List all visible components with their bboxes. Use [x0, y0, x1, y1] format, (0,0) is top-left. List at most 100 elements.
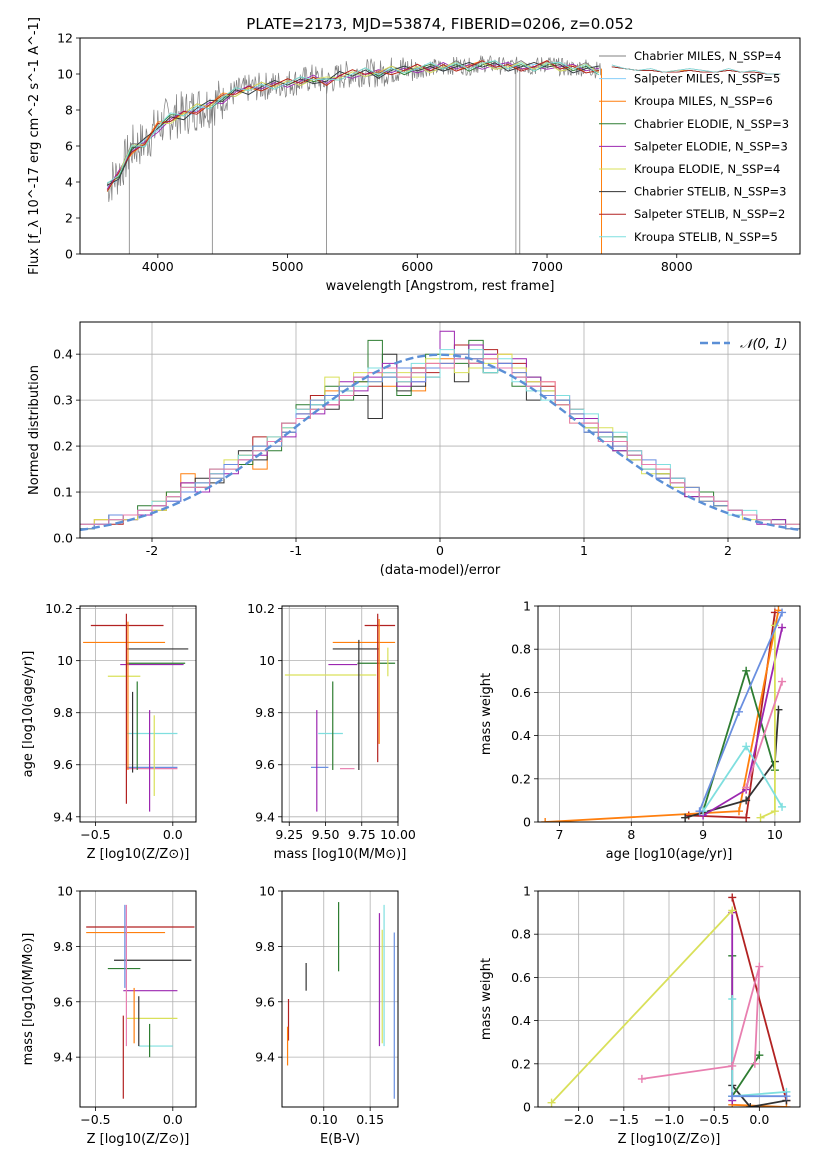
- massweight-vs-age-ytick-label: 0.2: [511, 771, 531, 786]
- mass-vs-z-ytick-label: 9.8: [53, 939, 73, 954]
- figure-title: PLATE=2173, MJD=53874, FIBERID=0206, z=0…: [246, 15, 633, 33]
- mass-vs-z-ytick-label: 9.4: [53, 1050, 73, 1065]
- mass-vs-ebv-ytick-label: 10: [259, 884, 275, 899]
- mass-vs-ebv-xtick-label: 0.10: [310, 1112, 338, 1127]
- spectrum-model-line-5: [106, 62, 600, 192]
- mass-vs-ebv-xtick-label: 0.15: [356, 1112, 384, 1127]
- spectrum-ytick-label: 2: [65, 211, 73, 226]
- massweight-vs-age-point-marker: [734, 807, 743, 816]
- age-vs-mass-xlabel: mass [log10(M/M⊙)]: [274, 847, 407, 862]
- massweight-vs-age-point-marker: [742, 666, 751, 675]
- massweight-vs-age-point-marker: [742, 813, 751, 822]
- spectrum-ytick-label: 8: [65, 103, 73, 118]
- massweight-vs-age-point-marker: [734, 707, 743, 716]
- age-vs-z-ylabel: age [log10(age/yr)]: [21, 651, 36, 778]
- age-vs-mass-plot-area: [284, 613, 396, 812]
- mass-vs-z-xtick-label: 0.0: [163, 1112, 183, 1127]
- massweight-vs-age-line-8: [745, 681, 783, 788]
- massweight-vs-z-point-marker: [728, 893, 737, 902]
- age-vs-z-frame: [79, 605, 197, 823]
- residuals-frame: [79, 321, 801, 539]
- massweight-vs-z-ytick-label: 0: [523, 1100, 531, 1115]
- massweight-vs-z-ytick-label: 0.2: [511, 1056, 531, 1071]
- residuals-xtick-label: 2: [724, 543, 732, 558]
- massweight-vs-z-point-marker: [755, 962, 764, 971]
- legend-label-8: Kroupa STELIB, N_SSP=5: [634, 230, 778, 244]
- spectrum-ytick-label: 4: [65, 175, 73, 190]
- massweight-vs-z-point-marker: [728, 995, 737, 1003]
- massweight-vs-age-ytick-label: 0.8: [511, 642, 531, 657]
- massweight-vs-z-xlabel: Z [log10(Z/Z⊙)]: [618, 1132, 721, 1147]
- massweight-vs-z-plot-area: [547, 893, 791, 1107]
- mass-vs-ebv-ytick-label: 9.8: [255, 939, 275, 954]
- age-vs-z-plot-area: [83, 613, 189, 812]
- mass-vs-ebv-panel: 0.10 0.15 9.4 9.6 9.8 10 E(B-V): [255, 884, 399, 1147]
- massweight-vs-age-line-2: [684, 709, 780, 819]
- spectrum-xtick-label: 7000: [531, 259, 563, 274]
- massweight-vs-age-point-marker: [778, 608, 787, 617]
- massweight-vs-z-point-marker: [728, 1061, 737, 1070]
- age-vs-mass-xtick-label: 10.00: [380, 827, 416, 842]
- residuals-ytick-label: 0.2: [53, 439, 73, 454]
- spectrum-ytick-label: 12: [57, 31, 73, 46]
- age-vs-z-xtick-label: −0.5: [80, 827, 110, 842]
- mass-vs-z-ytick-label: 10: [57, 884, 73, 899]
- massweight-vs-age-point-marker: [681, 813, 690, 822]
- spectrum-legend: Chabrier MILES, N_SSP=4 Salpeter MILES, N…: [599, 49, 789, 244]
- massweight-vs-age-ytick-label: 0.6: [511, 685, 531, 700]
- age-vs-mass-ytick-label: 10: [259, 653, 275, 668]
- massweight-vs-z-xtick-label: −2.0: [563, 1112, 593, 1127]
- massweight-vs-age-panel: 7 8 9 10 0 0.2 0.4 0.6 0.8 1 age [log10(age/yr)] ma…: [479, 599, 801, 862]
- massweight-vs-age-ytick-label: 0.4: [511, 728, 531, 743]
- massweight-vs-age-xtick-label: 10: [767, 827, 783, 842]
- age-vs-z-ytick-label: 9.6: [53, 757, 73, 772]
- residuals-xtick-label: 1: [580, 543, 588, 558]
- massweight-vs-z-panel: −2.0 −1.5 −1.0 −0.5 0.0 0 0.2 0.4 0.6 0.8 1 Z [log1…: [479, 884, 801, 1147]
- mass-vs-ebv-ytick-label: 9.6: [255, 994, 275, 1009]
- mass-vs-ebv-xlabel: E(B-V): [320, 1132, 360, 1147]
- residuals-ytick-label: 0.1: [53, 485, 73, 500]
- age-vs-mass-panel: 9.25 9.50 9.75 10.00 9.4 9.6 9.8 10 10.2 mass [lo…: [247, 601, 416, 862]
- mass-vs-ebv-frame: [281, 890, 399, 1108]
- massweight-vs-z-xtick-label: 0.0: [749, 1112, 769, 1127]
- massweight-vs-age-plot-area: [541, 606, 787, 822]
- residuals-xlabel: (data-model)/error: [380, 563, 501, 578]
- mass-vs-z-ylabel: mass [log10(M/M⊙)]: [21, 933, 36, 1066]
- massweight-vs-z-point-marker: [728, 1092, 737, 1101]
- mass-vs-ebv-ytick-label: 9.4: [255, 1050, 275, 1065]
- residuals-ytick-label: 0.0: [53, 531, 73, 546]
- massweight-vs-z-point-marker: [782, 1092, 791, 1101]
- residual-histogram-8: [80, 358, 800, 525]
- age-vs-z-ytick-label: 10.2: [45, 601, 73, 616]
- spectrum-ytick-label: 6: [65, 139, 73, 154]
- massweight-vs-z-point-marker: [728, 906, 737, 915]
- spectrum-model-line-8: [106, 60, 600, 184]
- age-vs-mass-xtick-label: 9.75: [348, 827, 376, 842]
- residuals-panel: -2 -1 0 1 2 0.0 0.1 0.2 0.3 0.4 (data-model)/error…: [27, 321, 801, 578]
- age-vs-mass-ytick-label: 9.8: [255, 705, 275, 720]
- legend-label-0: Chabrier MILES, N_SSP=4: [634, 49, 781, 63]
- massweight-vs-z-ytick-label: 0.4: [511, 1013, 531, 1028]
- legend-label-3: Chabrier ELODIE, N_SSP=3: [634, 117, 789, 131]
- spectrum-model-extension-8: [611, 64, 781, 75]
- massweight-vs-z-ylabel: mass weight: [479, 958, 494, 1040]
- massweight-vs-z-point-marker: [750, 1059, 759, 1068]
- legend-label-7: Salpeter STELIB, N_SSP=2: [634, 207, 785, 221]
- spectrum-panel: 4000 5000 6000 7000 8000 0 2 4 6 8 10 12 wavelength …: [27, 17, 801, 294]
- age-vs-mass-ytick-label: 9.6: [255, 757, 275, 772]
- age-vs-z-ytick-label: 9.8: [53, 705, 73, 720]
- age-vs-z-ytick-label: 10: [57, 653, 73, 668]
- massweight-vs-age-xtick-label: 7: [556, 827, 564, 842]
- age-vs-mass-frame: [281, 605, 399, 823]
- spectrum-plot-area: [106, 54, 781, 254]
- residuals-ytick-label: 0.3: [53, 393, 73, 408]
- massweight-vs-age-ytick-label: 0: [523, 815, 531, 830]
- massweight-vs-z-line-5: [550, 909, 733, 1104]
- massweight-vs-z-ytick-label: 0.8: [511, 927, 531, 942]
- age-vs-mass-xtick-label: 9.25: [275, 827, 303, 842]
- gaussian-legend-label: 𝒩(0, 1): [740, 337, 787, 352]
- age-vs-z-ytick-label: 9.4: [53, 809, 73, 824]
- massweight-vs-z-point-marker: [746, 1103, 755, 1107]
- spectrum-xtick-label: 4000: [142, 259, 174, 274]
